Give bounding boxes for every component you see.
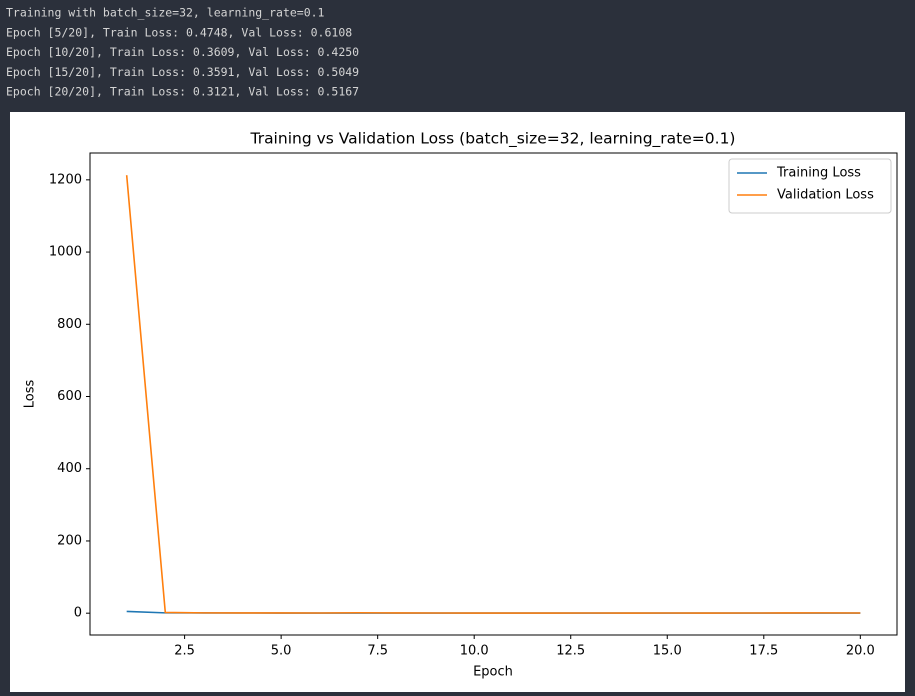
x-tick-label: 5.0 (271, 644, 292, 659)
y-tick-label: 1000 (49, 245, 82, 260)
plot-frame (89, 152, 898, 636)
legend-label: Training Loss (776, 166, 861, 181)
x-tick-label: 17.5 (749, 644, 778, 659)
console-line: Epoch [20/20], Train Loss: 0.3121, Val L… (6, 85, 359, 99)
x-axis-label: Epoch (473, 665, 513, 680)
y-tick-label: 600 (57, 389, 82, 404)
console-line: Epoch [15/20], Train Loss: 0.3591, Val L… (6, 65, 359, 79)
x-tick-label: 10.0 (460, 644, 489, 659)
x-tick-label: 20.0 (846, 644, 875, 659)
legend-box (728, 158, 892, 214)
console-line: Epoch [10/20], Train Loss: 0.3609, Val L… (6, 45, 359, 59)
x-tick-label: 15.0 (653, 644, 682, 659)
chart-title: Training vs Validation Loss (batch_size=… (250, 130, 736, 149)
line-series (125, 175, 861, 614)
console-line: Training with batch_size=32, learning_ra… (6, 6, 325, 20)
y-tick-label: 800 (57, 317, 82, 332)
y-tick-label: 200 (57, 533, 82, 548)
x-tick-label: 2.5 (174, 644, 195, 659)
x-tick-label: 7.5 (367, 644, 388, 659)
y-tick-label: 1200 (49, 172, 82, 187)
y-axis-label: Loss (23, 380, 38, 409)
console-output: Training with batch_size=32, learning_ra… (6, 6, 359, 99)
y-tick-label: 0 (74, 606, 82, 621)
x-tick-label: 12.5 (556, 644, 585, 659)
y-tick-label: 400 (57, 461, 82, 476)
console-line: Epoch [5/20], Train Loss: 0.4748, Val Lo… (6, 25, 352, 39)
legend-label: Validation Loss (777, 188, 874, 203)
